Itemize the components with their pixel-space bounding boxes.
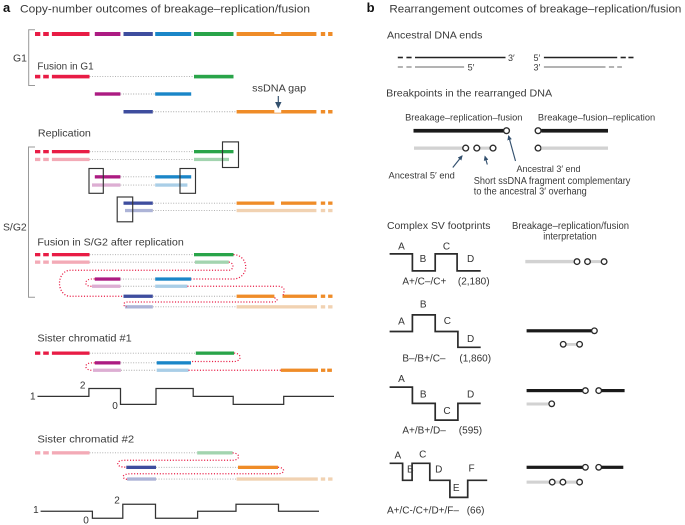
svg-text:G1: G1	[13, 54, 27, 65]
svg-text:B: B	[420, 254, 427, 265]
svg-text:Short ssDNA fragment complemen: Short ssDNA fragment complementary	[474, 176, 631, 187]
svg-text:E: E	[453, 483, 460, 494]
svg-text:A: A	[398, 242, 405, 253]
svg-text:ssDNA gap: ssDNA gap	[252, 84, 306, 95]
svg-text:(595): (595)	[459, 426, 482, 437]
svg-text:Fusion in G1: Fusion in G1	[37, 62, 93, 73]
svg-text:Breakpoints in the rearranged: Breakpoints in the rearranged DNA	[386, 89, 552, 100]
svg-text:A+/C-/C+/D+/F–: A+/C-/C+/D+/F–	[387, 505, 459, 516]
svg-text:C: C	[443, 242, 450, 253]
svg-text:D: D	[435, 464, 442, 475]
svg-text:1: 1	[33, 505, 39, 516]
svg-text:F: F	[468, 464, 474, 475]
svg-text:0: 0	[83, 515, 89, 525]
svg-text:(66): (66)	[467, 505, 485, 516]
svg-text:3′: 3′	[508, 53, 515, 63]
svg-text:Breakage–replication–fusion: Breakage–replication–fusion	[405, 113, 522, 123]
svg-text:Ancestral DNA ends: Ancestral DNA ends	[387, 31, 482, 42]
svg-text:A+/C–/C+: A+/C–/C+	[402, 277, 446, 288]
svg-text:3′: 3′	[534, 63, 541, 73]
svg-text:C: C	[419, 450, 426, 461]
svg-text:(2,180): (2,180)	[458, 277, 490, 288]
svg-text:Sister chromatid #2: Sister chromatid #2	[37, 435, 134, 446]
svg-text:1: 1	[30, 391, 36, 402]
svg-text:S/G2: S/G2	[3, 223, 27, 234]
svg-text:C: C	[443, 406, 450, 417]
svg-text:D: D	[467, 390, 474, 401]
svg-text:Ancestral 5′ end: Ancestral 5′ end	[389, 171, 455, 181]
svg-text:A: A	[398, 374, 405, 385]
svg-text:A+/B+/D–: A+/B+/D–	[402, 426, 446, 437]
svg-text:0: 0	[112, 401, 118, 412]
svg-text:B–/B+/C–: B–/B+/C–	[402, 354, 446, 365]
svg-text:B: B	[420, 390, 427, 401]
svg-text:(1,860): (1,860)	[459, 354, 491, 365]
svg-text:Sister chromatid #1: Sister chromatid #1	[37, 334, 132, 345]
svg-text:A: A	[394, 450, 401, 461]
svg-text:a: a	[3, 0, 11, 15]
svg-text:A: A	[398, 316, 405, 327]
svg-text:5′: 5′	[468, 63, 475, 73]
svg-text:Complex SV footprints: Complex SV footprints	[387, 221, 491, 232]
svg-text:Breakage–replication/fusion: Breakage–replication/fusion	[512, 221, 629, 232]
svg-text:Rearrangement outcomes of brea: Rearrangement outcomes of breakage–repli…	[389, 4, 681, 16]
svg-text:Ancestral 3′ end: Ancestral 3′ end	[517, 164, 581, 174]
svg-text:Fusion in S/G2 after replicati: Fusion in S/G2 after replication	[37, 238, 184, 249]
svg-text:B: B	[407, 464, 414, 475]
svg-text:D: D	[467, 254, 474, 265]
svg-text:B: B	[420, 300, 427, 311]
svg-text:D: D	[467, 334, 474, 345]
svg-text:5′: 5′	[534, 53, 541, 63]
svg-text:C: C	[444, 316, 451, 327]
svg-text:to the ancestral 3′ overhang: to the ancestral 3′ overhang	[474, 187, 587, 198]
svg-text:b: b	[367, 0, 375, 15]
svg-text:interpretation: interpretation	[543, 232, 597, 243]
svg-text:Replication: Replication	[38, 129, 91, 140]
svg-text:2: 2	[114, 496, 120, 507]
svg-text:Breakage–fusion–replication: Breakage–fusion–replication	[538, 113, 655, 123]
svg-text:Copy-number outcomes of breaka: Copy-number outcomes of breakage–replica…	[20, 4, 310, 16]
svg-text:2: 2	[80, 380, 86, 391]
